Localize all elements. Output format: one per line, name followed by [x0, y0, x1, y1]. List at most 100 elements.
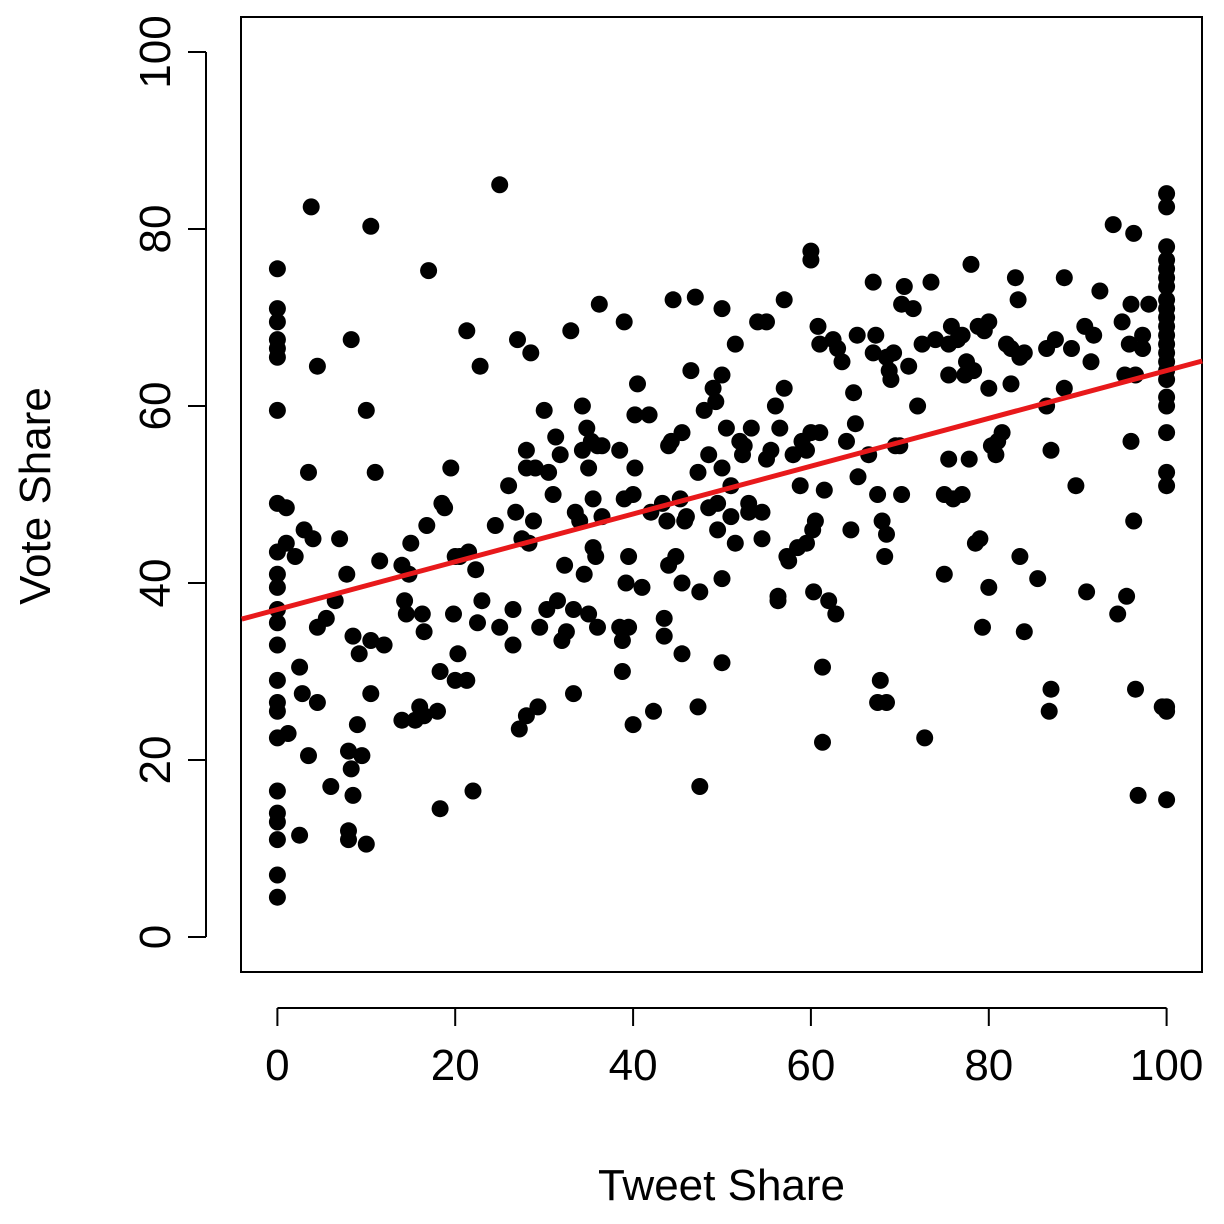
y-tick-label: 20: [131, 736, 180, 785]
data-point: [615, 313, 633, 331]
data-point: [504, 636, 522, 654]
data-point: [593, 437, 611, 455]
data-point: [584, 490, 602, 508]
data-point: [590, 295, 608, 313]
data-point: [1158, 238, 1176, 256]
data-point: [713, 459, 731, 477]
x-tick-label: 0: [265, 1041, 289, 1090]
data-point: [547, 428, 565, 446]
data-point: [1104, 216, 1122, 234]
data-point: [268, 401, 286, 419]
data-point: [268, 614, 286, 632]
data-point: [317, 609, 335, 627]
data-point: [557, 623, 575, 641]
data-point: [431, 663, 449, 680]
data-point: [626, 406, 644, 424]
data-point: [1158, 477, 1176, 495]
data-point: [713, 570, 731, 588]
data-point: [268, 578, 286, 596]
data-point: [1134, 340, 1152, 357]
data-point: [279, 725, 297, 742]
data-point: [1082, 353, 1100, 371]
data-point: [620, 618, 638, 636]
y-tick-label: 40: [131, 559, 180, 608]
data-point: [344, 786, 362, 804]
data-point: [1129, 786, 1147, 804]
data-point: [904, 300, 922, 318]
data-point: [974, 618, 991, 636]
data-point: [811, 424, 829, 442]
data-point: [402, 534, 420, 552]
y-tick-label: 0: [131, 925, 180, 949]
data-point: [415, 707, 433, 725]
data-point: [980, 313, 998, 331]
data-point: [971, 530, 989, 548]
data-point: [449, 645, 467, 663]
data-point: [442, 459, 460, 477]
data-point: [664, 291, 682, 309]
data-point: [1140, 295, 1158, 313]
data-point: [342, 760, 360, 778]
data-point: [491, 618, 509, 636]
data-point: [753, 530, 771, 548]
data-point: [458, 671, 476, 689]
data-point: [1011, 548, 1029, 565]
data-point: [362, 217, 380, 235]
data-point: [762, 441, 780, 459]
data-point: [624, 716, 642, 734]
data-point: [993, 424, 1011, 442]
data-point: [1085, 326, 1103, 344]
data-point: [517, 707, 535, 725]
data-point: [689, 463, 707, 481]
data-point: [507, 503, 525, 521]
data-point: [350, 645, 368, 663]
data-point: [1158, 371, 1176, 388]
data-point: [357, 835, 375, 853]
data-point: [849, 468, 867, 486]
data-point: [510, 720, 528, 738]
data-point: [268, 831, 286, 849]
data-point: [1153, 698, 1171, 716]
data-point: [431, 800, 449, 818]
data-point: [842, 521, 860, 539]
data-point: [504, 601, 522, 618]
data-point: [302, 198, 320, 216]
data-point: [848, 326, 866, 344]
data-point: [1009, 291, 1027, 309]
data-point: [784, 446, 802, 464]
data-point: [987, 446, 1005, 464]
data-point: [1158, 463, 1176, 481]
data-point: [300, 463, 317, 481]
data-point: [338, 565, 356, 583]
data-point: [1134, 326, 1152, 344]
data-point: [815, 481, 833, 499]
data-point: [578, 419, 596, 437]
data-point: [397, 605, 415, 623]
regression-line: [241, 358, 1203, 622]
data-point: [331, 530, 349, 548]
data-point: [286, 548, 304, 565]
data-point: [1122, 432, 1140, 450]
data-point: [953, 486, 971, 503]
data-point: [798, 441, 815, 459]
data-point: [940, 366, 958, 384]
data-point: [371, 552, 389, 570]
data-point: [531, 618, 549, 636]
data-point: [809, 317, 827, 335]
data-point: [268, 782, 286, 800]
data-point: [1122, 295, 1140, 313]
data-point: [845, 384, 863, 402]
data-point: [1091, 282, 1109, 300]
data-point: [742, 419, 760, 437]
data-point: [613, 632, 631, 649]
data-point: [291, 826, 309, 844]
data-point: [467, 561, 485, 579]
data-point: [509, 331, 526, 349]
data-point: [1042, 441, 1060, 459]
data-point: [1029, 570, 1047, 588]
data-point: [673, 645, 691, 663]
data-point: [375, 636, 393, 654]
data-point: [864, 344, 882, 362]
data-point: [876, 548, 894, 565]
